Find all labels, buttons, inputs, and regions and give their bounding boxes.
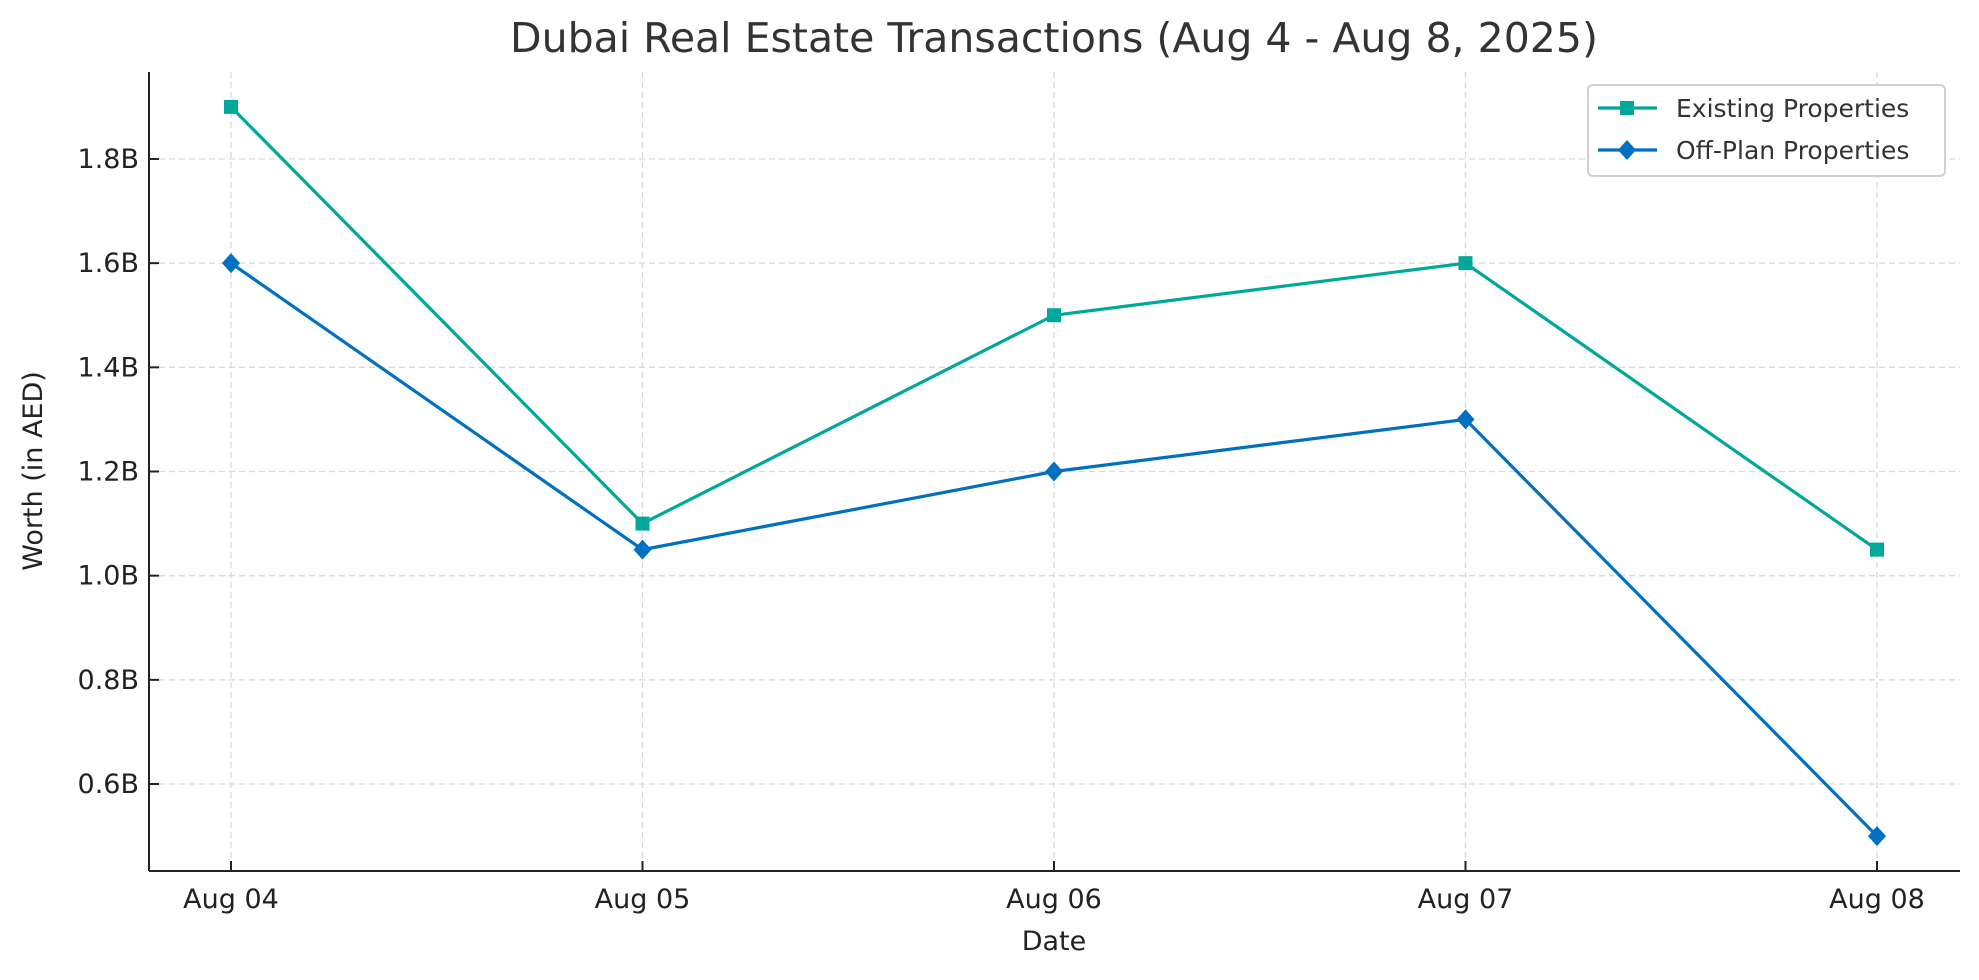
series-line [230,261,1879,838]
data-point-marker [633,539,652,560]
y-tick-label: 1.0B [78,561,139,592]
data-point-marker [1456,409,1475,430]
chart-title: Dubai Real Estate Transactions (Aug 4 - … [510,14,1598,62]
diamond-marker-icon [1618,140,1636,160]
data-point-marker [1868,826,1886,847]
y-tick-label: 0.6B [78,769,139,800]
series-existing-properties [224,99,1884,557]
legend-label: Off-Plan Properties [1676,136,1909,165]
data-point-marker [222,253,240,274]
y-ticks: 0.6B 0.8B 1.0B 1.2B 1.4B 1.6B 1.8B [78,144,159,800]
y-tick-label: 1.8B [78,144,139,175]
legend: Existing Properties Off-Plan Properties [1587,84,1946,177]
y-tick-label: 1.4B [78,352,139,383]
data-point-marker [635,516,650,531]
x-tick-label: Aug 05 [595,884,691,915]
x-axis-label: Date [1022,926,1087,957]
data-point-marker [1458,256,1473,271]
x-tick-label: Aug 06 [1006,884,1102,915]
data-point-marker [1047,308,1061,323]
data-point-marker [1045,461,1063,482]
y-tick-label: 1.6B [78,248,139,279]
x-tick-label: Aug 04 [183,884,279,915]
square-marker-icon [1620,101,1634,115]
y-axis-label: Worth (in AED) [18,371,49,571]
x-tick-label: Aug 07 [1418,884,1514,915]
data-point-marker [224,99,238,114]
legend-label: Existing Properties [1676,94,1909,123]
x-ticks: Aug 04 Aug 05 Aug 06 Aug 07 Aug 08 [183,861,1925,915]
y-tick-label: 1.2B [78,457,139,488]
series-off-plan-properties [222,253,1886,847]
series-group [222,99,1886,847]
x-tick-label: Aug 08 [1829,884,1925,915]
y-tick-label: 0.8B [78,665,139,696]
legend-box [1587,84,1946,177]
grid [149,72,1960,871]
data-point-marker [1870,542,1884,557]
